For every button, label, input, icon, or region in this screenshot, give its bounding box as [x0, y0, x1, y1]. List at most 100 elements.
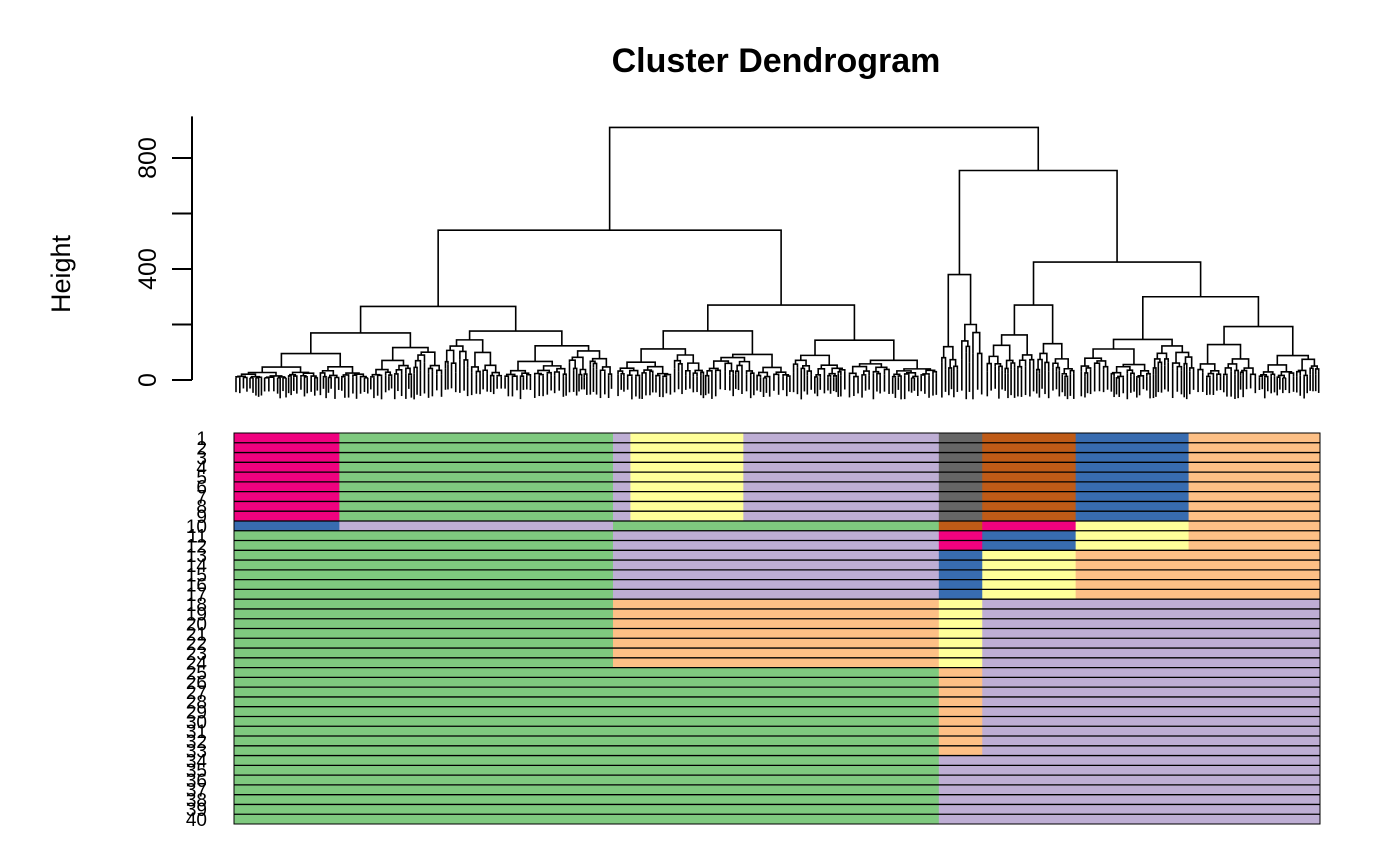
cluster-bar-row-16-purple [613, 579, 940, 590]
dendrogram-link [872, 370, 880, 374]
dendrogram-link [568, 359, 576, 369]
cluster-bar-row-16-yellow [982, 579, 1077, 590]
dendrogram-link [712, 360, 730, 369]
cluster-bar-row-28-green [234, 696, 940, 707]
dendrogram-link [1157, 361, 1163, 367]
dendrogram-link [475, 370, 481, 375]
cluster-bar-row-2-purple [613, 442, 631, 453]
cluster-bar-row-7-gray [938, 491, 983, 502]
cluster-bar-row-1-magenta [234, 433, 340, 443]
row-label: 24 [186, 654, 208, 675]
dendrogram-link [463, 359, 469, 368]
dendrogram-link [450, 362, 457, 373]
dendrogram-link [280, 352, 342, 368]
cluster-bar-row-9-purple [743, 511, 940, 521]
row-label: 34 [186, 751, 208, 772]
dendrogram-link [814, 376, 819, 378]
row-label: 28 [186, 693, 207, 714]
cluster-bar-row-11-blue [982, 530, 1077, 541]
dendrogram-link [1156, 352, 1168, 359]
row-label: 31 [186, 722, 207, 743]
cluster-bar-row-3-purple [743, 452, 940, 463]
cluster-bar-row-8-magenta [234, 501, 340, 512]
y-axis: 0 400 800 [134, 116, 193, 387]
cluster-bar-row-6-yellow [630, 481, 744, 492]
dendrogram-link [692, 372, 698, 377]
dendrogram-link [496, 374, 503, 377]
cluster-bar-row-2-yellow [630, 442, 744, 453]
cluster-bar-row-8-yellow [630, 501, 744, 512]
dendrogram-link [700, 371, 705, 376]
cluster-bar-row-1-yellow [630, 433, 744, 443]
cluster-bar-row-12-magenta [938, 540, 983, 551]
dendrogram-link [322, 375, 327, 378]
cluster-bar-row-11-yellow [1075, 530, 1190, 541]
cluster-bar-row-2-brown [982, 442, 1077, 453]
dendrogram-link [353, 373, 365, 377]
cluster-bar-frame [233, 432, 1321, 825]
cluster-bar-row-17-yellow [982, 589, 1077, 600]
cluster-bar-row-32-green [234, 736, 940, 746]
row-label: 11 [187, 527, 207, 548]
cluster-bar-row-5-brown [982, 472, 1077, 482]
row-label: 7 [196, 487, 207, 508]
row-label: 33 [186, 742, 207, 763]
cluster-bar-row-21-purple [982, 628, 1321, 639]
row-label: 10 [186, 517, 207, 538]
cluster-bar-row-10-orange [1188, 520, 1321, 531]
dendrogram-link [1013, 304, 1054, 344]
y-axis-label: Height [46, 234, 76, 313]
cluster-bar-row-5-magenta [234, 472, 340, 482]
cluster-bar-row-3-blue [1075, 452, 1190, 463]
dendrogram-link [391, 346, 429, 361]
cluster-bar-row-9-yellow [630, 511, 744, 521]
dendrogram-link [1206, 375, 1211, 378]
cluster-bar-row-4-gray [938, 462, 983, 473]
dendrogram-link [1288, 372, 1295, 377]
dendrogram-link [814, 339, 895, 361]
cluster-bar-row-14-purple [613, 560, 940, 570]
cluster-bar-row-29-orange [938, 706, 983, 717]
row-label: 26 [186, 673, 207, 694]
cluster-bar-row-40-green [234, 814, 940, 824]
cluster-bar-row-4-orange [1188, 462, 1321, 473]
cluster-bar-row-38-green [234, 794, 940, 805]
cluster-bar-row-6-orange [1188, 481, 1321, 492]
dendrogram-link [1309, 367, 1314, 375]
dendrogram-link [734, 370, 740, 375]
cluster-bar-row-3-orange [1188, 452, 1321, 463]
cluster-bar-row-10-brown [938, 520, 983, 531]
dendrogram-link [1037, 358, 1043, 370]
cluster-bar-row-27-green [234, 687, 940, 697]
cluster-bar-row-35-green [234, 765, 940, 776]
dendrogram-link [687, 362, 700, 371]
dendrogram-link [775, 371, 787, 375]
cluster-bar-row-26-orange [938, 677, 983, 688]
row-label: 18 [186, 595, 207, 616]
dendrogram-link [562, 373, 567, 377]
cluster-bar-row-1-blue [1075, 433, 1190, 443]
row-label: 13 [186, 546, 207, 567]
y-tick-label: 800 [134, 137, 162, 179]
dendrogram-link [395, 369, 403, 375]
cluster-bar-row-10-blue [234, 520, 340, 531]
dendrogram-link [905, 371, 917, 377]
dendrogram-link [519, 375, 525, 378]
cluster-bar-row-2-gray [938, 442, 983, 453]
row-label: 29 [186, 702, 207, 723]
cluster-bar-row-8-purple [613, 501, 631, 512]
dendrogram-link [468, 330, 563, 346]
cluster-bar-row-8-blue [1075, 501, 1190, 512]
cluster-bar-row-24-orange [613, 657, 940, 668]
row-label: 37 [186, 781, 207, 802]
dendrogram-link [237, 375, 246, 378]
cluster-bar-row-23-green [234, 648, 614, 658]
cluster-bar-row-15-orange [1075, 569, 1321, 580]
dendrogram-link [341, 375, 346, 378]
dendrogram-link [869, 359, 918, 369]
cluster-bar-row-37-purple [938, 784, 1321, 795]
dendrogram-link [863, 370, 870, 376]
dendrogram-link-right-left [947, 273, 972, 347]
dendrogram-link [643, 369, 653, 373]
cluster-bar-row-23-orange [613, 648, 940, 658]
